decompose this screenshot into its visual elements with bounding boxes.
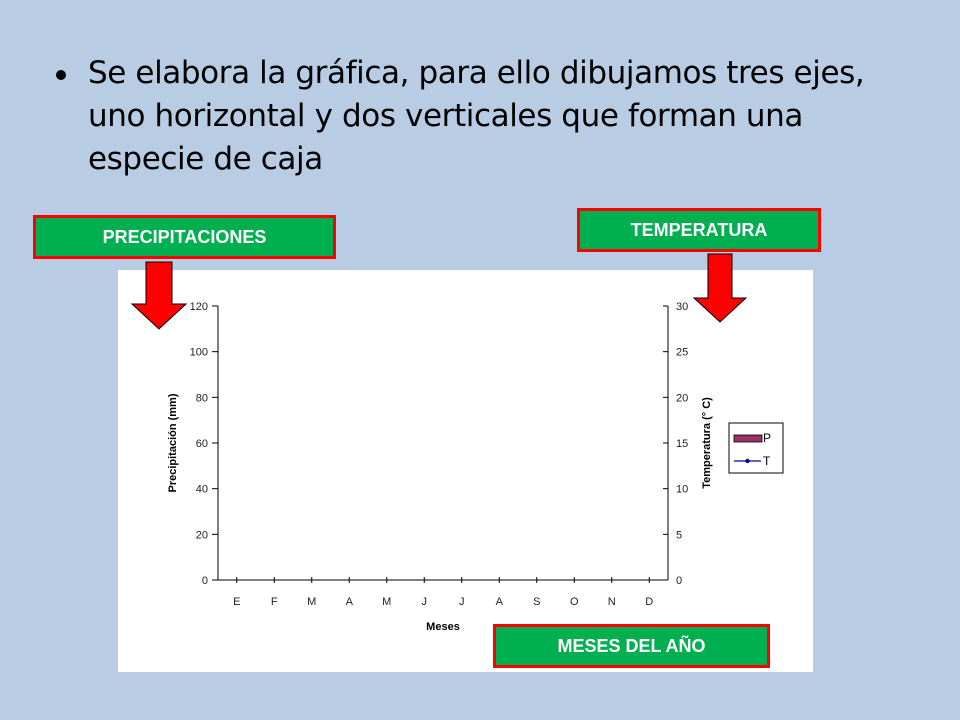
bullet-text: Se elabora la gráfica, para ello dibujam… (88, 55, 865, 177)
y-axis-label: Precipitación (mm) (167, 393, 179, 492)
y2-axis-label: Temperatura (° C) (701, 397, 713, 489)
x-tick-label: M (307, 596, 316, 608)
y2-tick-label: 10 (676, 484, 688, 496)
temperature-label: TEMPERATURA (577, 208, 821, 252)
y-tick-label: 0 (202, 575, 208, 587)
x-tick-label: A (346, 596, 354, 608)
y-tick-label: 60 (196, 438, 208, 450)
x-tick-label: S (533, 596, 540, 608)
bullet-item: Se elabora la gráfica, para ello dibujam… (56, 52, 916, 181)
y-tick-label: 120 (190, 301, 208, 313)
climate-chart: 0 20 40 60 80 100 120 0 5 10 15 20 25 30 E F M A M J J A S O N… (118, 270, 813, 672)
x-tick-label: J (459, 596, 465, 608)
legend-p-label: P (763, 431, 771, 445)
y2-tick-label: 5 (676, 529, 682, 541)
x-tick-label: J (422, 596, 428, 608)
y2-tick-label: 25 (676, 347, 688, 359)
precipitation-label: PRECIPITACIONES (33, 215, 336, 259)
legend-t-marker (745, 458, 750, 464)
months-label: MESES DEL AÑO (493, 624, 770, 668)
x-tick-label: N (608, 596, 616, 608)
y-tick-label: 20 (196, 529, 208, 541)
y2-tick-label: 0 (676, 575, 682, 587)
y2-tick-label: 30 (676, 301, 688, 313)
y-tick-label: 40 (196, 484, 208, 496)
x-tick-label: O (570, 596, 579, 608)
chart-legend: P T (728, 422, 784, 474)
x-tick-label: A (496, 596, 504, 608)
x-axis-label: Meses (426, 621, 460, 633)
y-tick-label: 100 (190, 347, 208, 359)
y2-tick-label: 20 (676, 392, 688, 404)
chart-svg: 0 20 40 60 80 100 120 0 5 10 15 20 25 30 E F M A M J J A S O N… (167, 301, 784, 633)
y2-tick-label: 15 (676, 438, 688, 450)
x-tick-label: E (233, 596, 240, 608)
x-tick-label: M (382, 596, 391, 608)
legend-box (728, 422, 784, 474)
x-tick-label: F (271, 596, 278, 608)
y-tick-label: 80 (196, 392, 208, 404)
legend-p-swatch (733, 434, 763, 443)
legend-t-label: T (763, 454, 771, 468)
bullet-dot-icon (56, 70, 66, 80)
x-tick-label: D (645, 596, 653, 608)
